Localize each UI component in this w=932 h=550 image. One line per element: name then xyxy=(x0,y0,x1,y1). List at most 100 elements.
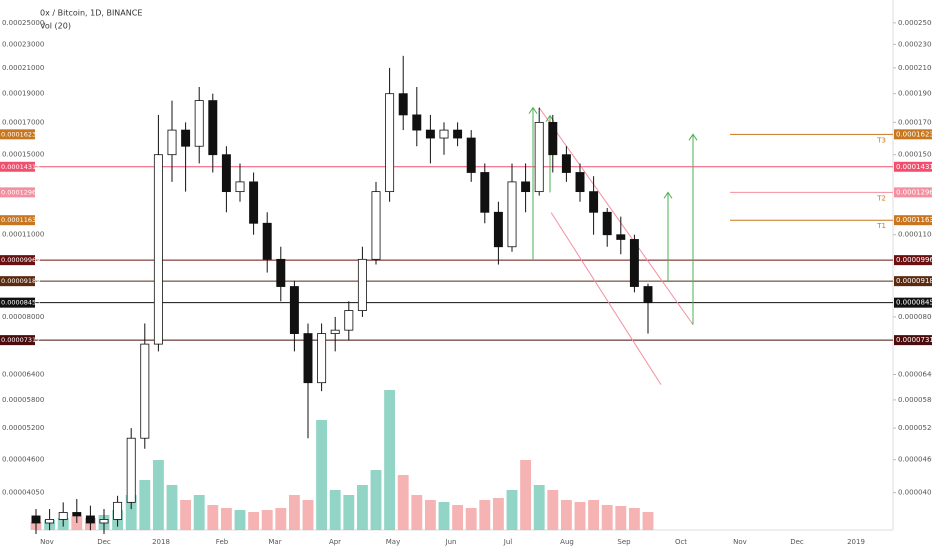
x-tick-label: Sep xyxy=(617,538,631,546)
level-label: 0.00009969 xyxy=(896,256,932,264)
level-label: 0.00011638 xyxy=(896,216,932,224)
y-tick-label: 0.00015000 xyxy=(898,151,932,159)
level-label: 0.00009969 xyxy=(1,256,40,264)
level-label: 0.00007312 xyxy=(896,336,932,344)
candle-body xyxy=(548,121,558,156)
volume-bar xyxy=(424,500,436,530)
level-box xyxy=(0,129,35,140)
x-tick-label: Dec xyxy=(97,538,111,546)
x-tick-label: Feb xyxy=(216,538,229,546)
volume-bar xyxy=(370,470,382,530)
levels-layer: 0.00016232 0.00016232 T3 0.00014314 0.000143… xyxy=(0,129,932,346)
candle-body xyxy=(534,121,544,193)
channel-line xyxy=(538,107,694,325)
volume-bar xyxy=(533,485,545,530)
y-tick-label: 0.00019000 xyxy=(898,90,932,98)
annotations xyxy=(528,106,698,385)
candle-body xyxy=(249,181,259,224)
volume-bar xyxy=(411,495,423,530)
arrow-head xyxy=(528,106,538,114)
level-label: 0.00014314 xyxy=(1,163,40,171)
candle-body xyxy=(439,129,449,139)
candle-body xyxy=(330,329,340,334)
x-tick-label: Nov xyxy=(733,538,747,546)
volume-bar xyxy=(574,502,586,530)
volume-bar xyxy=(384,390,396,530)
candle-body xyxy=(58,512,68,520)
volume-bar xyxy=(520,460,532,530)
volume-bar xyxy=(125,495,137,530)
candle-body xyxy=(398,93,408,116)
volume-layer xyxy=(30,390,654,530)
candle-body xyxy=(317,333,327,384)
level-box xyxy=(894,276,932,287)
volume-bar xyxy=(560,500,572,530)
candle-body xyxy=(425,129,435,139)
x-tick-label: Nov xyxy=(40,538,54,546)
y-tick-label: 0.00008000 xyxy=(898,313,932,321)
y-tick-label: 0.00005200 xyxy=(2,424,44,432)
x-tick-label: May xyxy=(386,538,400,546)
level-label: 0.00012963 xyxy=(1,188,40,196)
volume-bar xyxy=(139,480,151,530)
volume-bar xyxy=(288,495,300,530)
y-tick-label: 0.00005800 xyxy=(898,396,932,404)
y-tick-label: 0.00015000 xyxy=(2,151,44,159)
level-box xyxy=(894,215,932,226)
x-tick-label: Jul xyxy=(503,538,513,546)
y-tick-label: 0.00004600 xyxy=(2,456,44,464)
volume-bar xyxy=(329,490,341,530)
volume-bar xyxy=(506,490,518,530)
candle-body xyxy=(303,333,313,384)
level-label: 0.00011638 xyxy=(1,216,40,224)
y-tick-label: 0.00025000 xyxy=(2,19,44,27)
level-label: 0.00009189 xyxy=(1,277,40,285)
volume-bar xyxy=(492,498,504,530)
candle-body xyxy=(113,501,123,520)
volume-bar xyxy=(615,506,627,530)
level-box xyxy=(0,255,35,266)
y-tick-label: 0.00017000 xyxy=(2,118,44,126)
level-tag: T2 xyxy=(876,194,886,202)
level-label: 0.00009189 xyxy=(896,277,932,285)
volume-bar xyxy=(601,505,613,530)
candle-body xyxy=(521,181,531,193)
level-box xyxy=(0,276,35,287)
y-tick-label: 0.00023000 xyxy=(898,40,932,48)
candle-body xyxy=(575,172,585,193)
arrow-head xyxy=(663,191,673,199)
volume-bar xyxy=(452,505,464,530)
y-tick-label: 0.00004600 xyxy=(898,456,932,464)
level-label: 0.00016232 xyxy=(896,130,932,138)
candle-body xyxy=(385,93,395,193)
candle-body xyxy=(72,512,82,517)
candle-body xyxy=(602,211,612,236)
level-tag: T1 xyxy=(876,222,886,230)
level-box xyxy=(894,161,932,172)
volume-bar xyxy=(234,510,246,530)
candle-body xyxy=(235,181,245,193)
level-label: 0.00008455 xyxy=(1,299,40,307)
volume-bar xyxy=(397,475,409,530)
level-label: 0.00016232 xyxy=(1,130,40,138)
level-box xyxy=(0,297,35,308)
candle-body xyxy=(194,100,204,147)
level-label: 0.00008455 xyxy=(896,299,932,307)
x-tick-label: Apr xyxy=(329,538,341,546)
y-tick-label: 0.00004050 xyxy=(898,489,932,497)
candle-body xyxy=(453,129,463,139)
volume-bar xyxy=(343,495,355,530)
y-tick-label: 0.00019000 xyxy=(2,90,44,98)
x-tick-label: Mar xyxy=(268,538,281,546)
x-tick-label: Dec xyxy=(790,538,804,546)
candle-body xyxy=(466,137,476,173)
y-tick-label: 0.00017000 xyxy=(898,118,932,126)
volume-bar xyxy=(180,500,192,530)
volume-bar xyxy=(356,485,368,530)
chart-subtitle: Vol (20) xyxy=(40,22,71,31)
candle-body xyxy=(262,222,272,260)
level-box xyxy=(894,297,932,308)
volume-bar xyxy=(261,510,273,530)
y-tick-label: 0.00011000 xyxy=(898,231,932,239)
